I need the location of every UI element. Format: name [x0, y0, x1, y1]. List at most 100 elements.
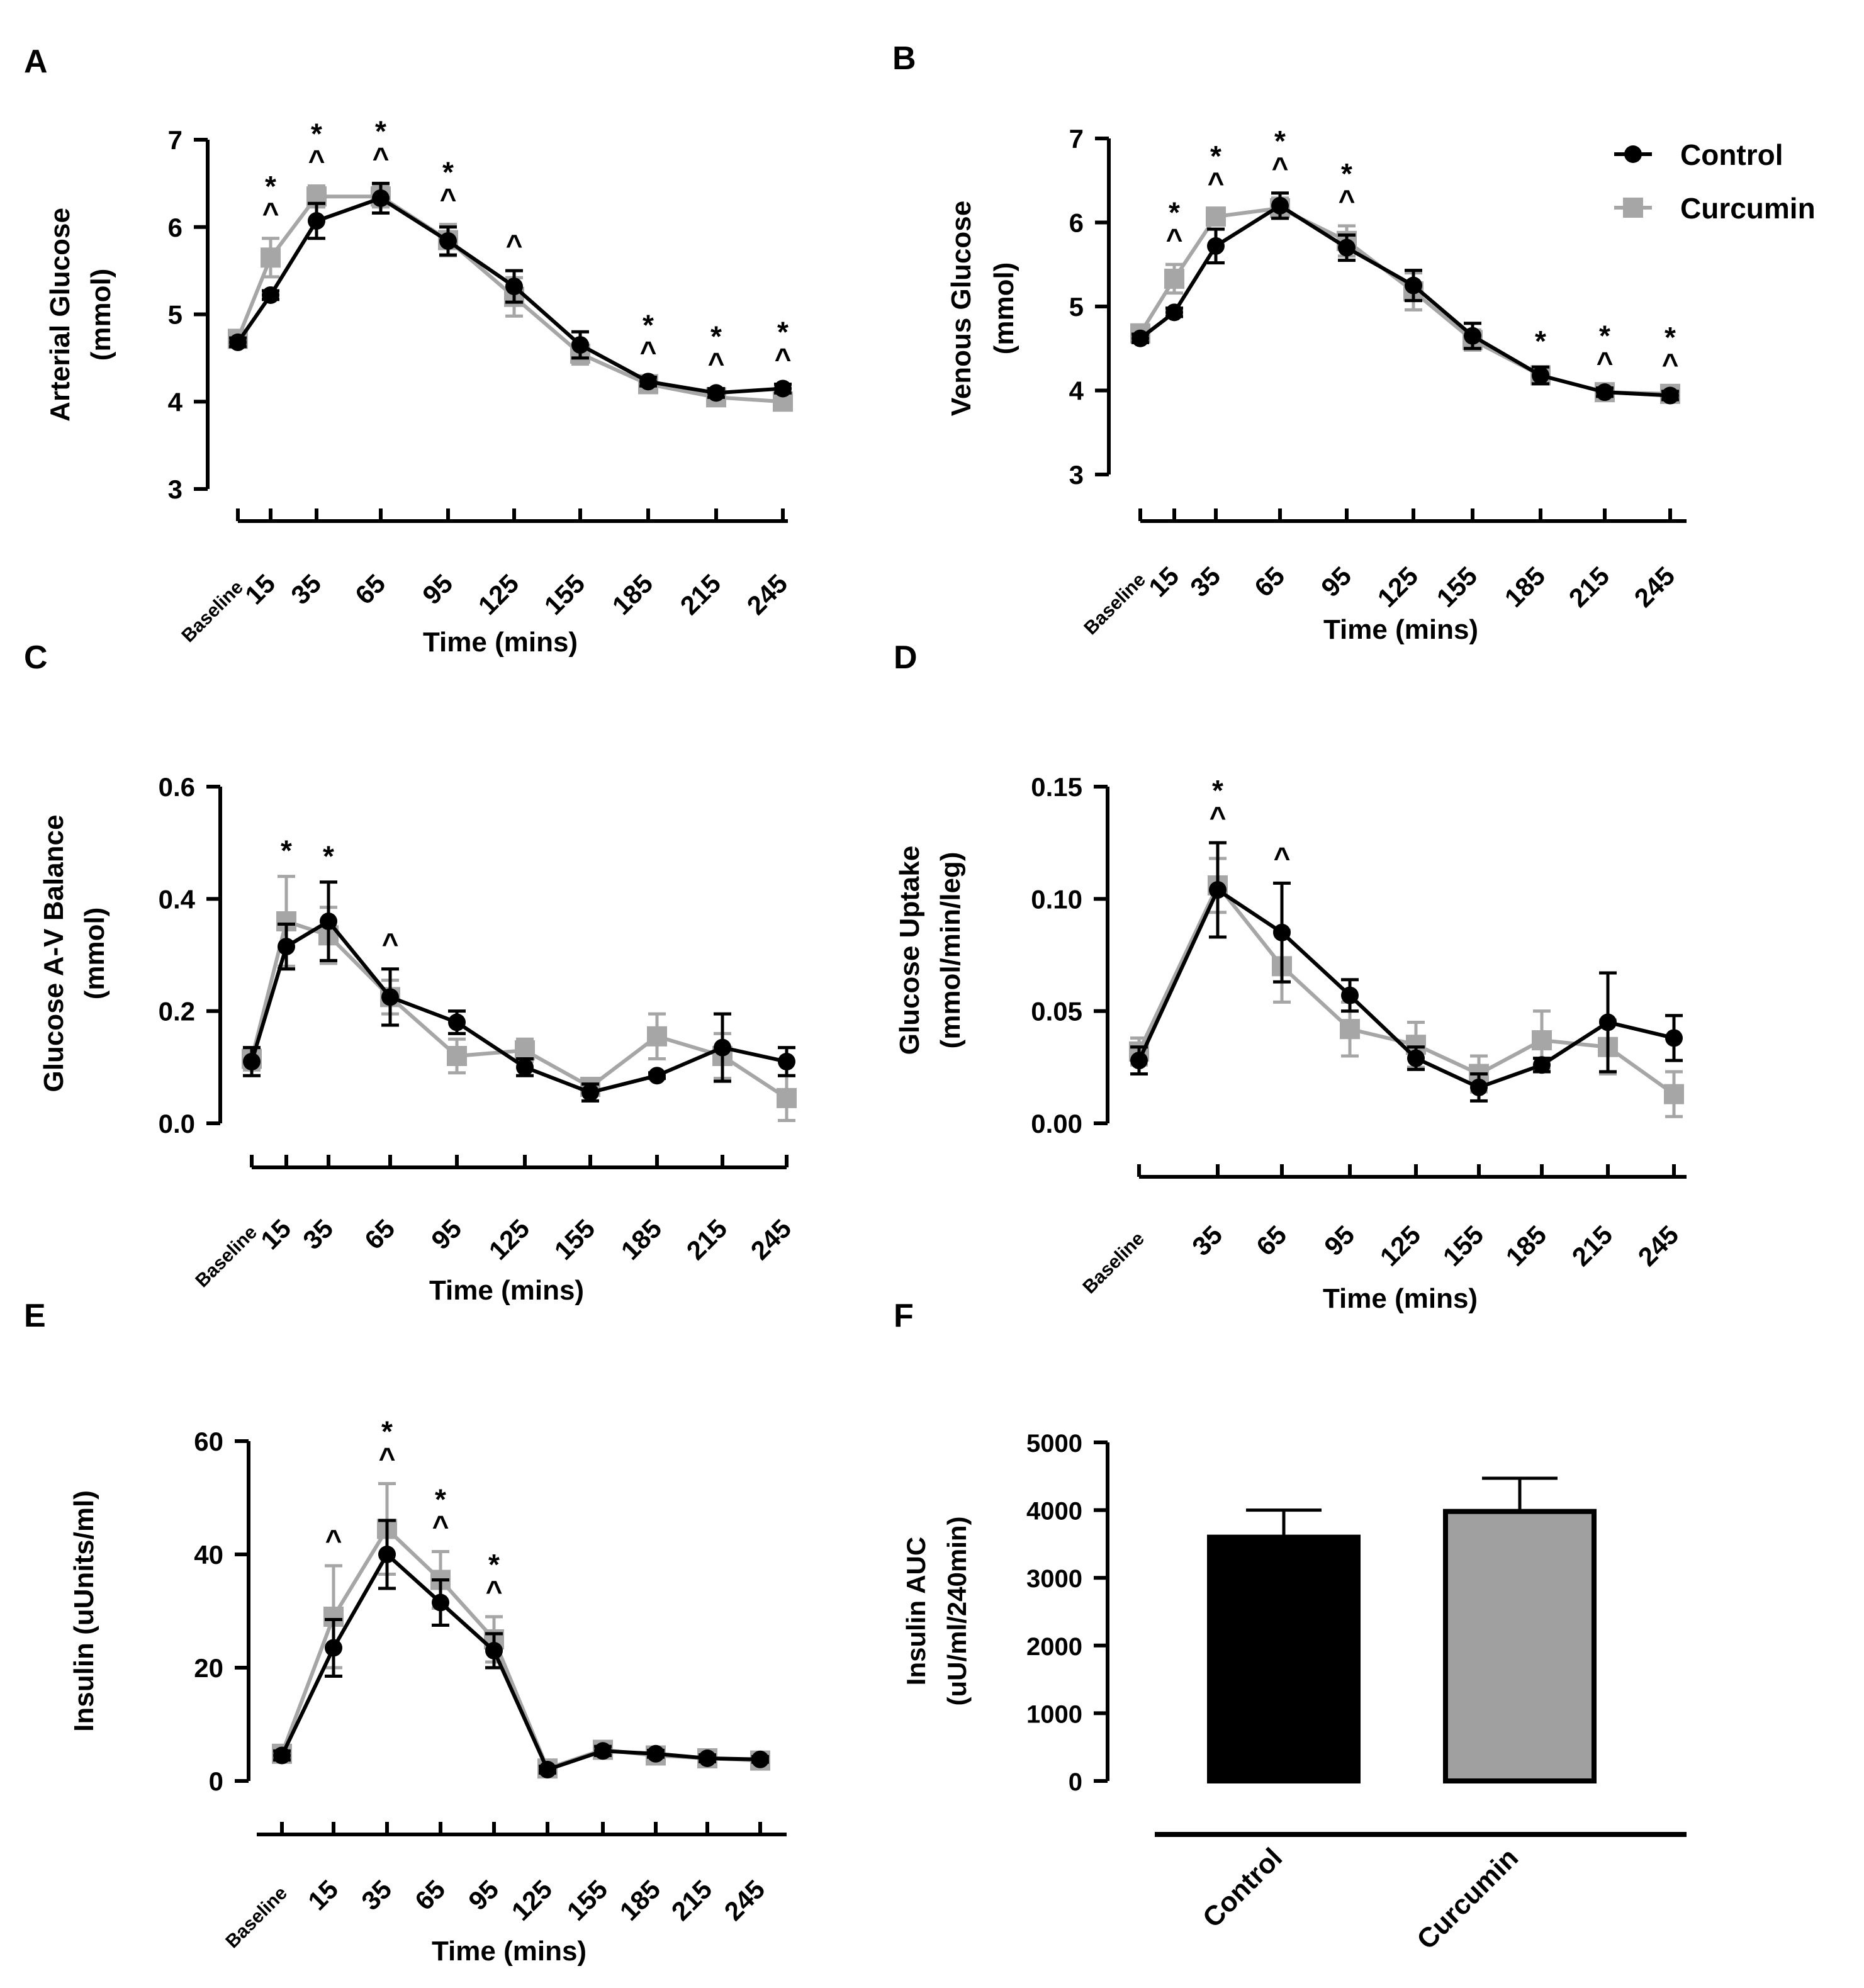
- y-tick-label: 4: [1069, 376, 1084, 406]
- y-tick-label: 0.00: [1031, 1109, 1082, 1138]
- x-tick-label: Baseline: [222, 1883, 291, 1953]
- y-tick-label: 4: [168, 387, 183, 417]
- control-point: [778, 1052, 795, 1070]
- significance-mark: ^: [432, 1510, 449, 1542]
- x-tick-label: 245: [719, 1874, 771, 1926]
- panel-d: D 0.00 0.05 0.10 0.15 Glucose Uptake (mmol/min…: [894, 639, 1687, 1314]
- control-point: [1165, 303, 1183, 322]
- significance-mark: *: [1341, 157, 1352, 190]
- curcumin-series-line: [280, 1525, 761, 1771]
- control-point: [1599, 1013, 1617, 1031]
- y-axis-label: (mmol): [79, 907, 110, 1000]
- x-tick-label: 125: [483, 1213, 536, 1266]
- y-axis-label: Glucose A-V Balance: [38, 815, 69, 1092]
- y-tick-label: 0.15: [1031, 772, 1082, 802]
- significance-mark: *: [1212, 774, 1223, 807]
- panel-letter: A: [24, 43, 48, 80]
- control-point: [774, 379, 792, 398]
- x-tick-label: 65: [409, 1874, 451, 1916]
- x-tick-label: 155: [1431, 561, 1483, 613]
- significance-mark: *: [375, 115, 386, 147]
- significance-mark: ^: [325, 1524, 342, 1556]
- y-axis-label: (mmol/min/leg): [935, 852, 966, 1049]
- x-tick-label: 95: [425, 1213, 467, 1255]
- control-point: [262, 286, 279, 304]
- x-tick-label: 95: [463, 1874, 504, 1916]
- curcumin-point: [1164, 268, 1184, 289]
- significance-mark: *: [281, 834, 292, 867]
- y-tick-label: 0.6: [159, 772, 195, 802]
- significance-mark: *: [265, 170, 276, 203]
- significance-mark: *: [323, 840, 334, 873]
- control-point: [1470, 1078, 1488, 1096]
- curcumin-point: [777, 1087, 797, 1108]
- x-tick-label: 95: [1318, 1220, 1360, 1261]
- x-axis-label: Time (mins): [429, 1275, 584, 1306]
- significance-mark: ^: [1597, 345, 1614, 378]
- control-point: [485, 1642, 503, 1659]
- x-tick-label: 215: [675, 568, 727, 621]
- control-point: [1341, 986, 1359, 1004]
- y-tick-label: 0.10: [1031, 884, 1082, 914]
- control-point: [273, 1746, 291, 1765]
- y-axis-label: (uU/ml/240min): [942, 1516, 972, 1705]
- y-tick-label: 7: [1069, 124, 1084, 154]
- x-tick-label: Baseline: [1079, 1228, 1148, 1298]
- x-tick-label: 215: [1566, 1220, 1619, 1272]
- significance-mark: *: [710, 320, 722, 352]
- y-tick-label: 20: [194, 1653, 223, 1683]
- x-tick-label: 185: [1499, 561, 1551, 613]
- y-tick-label: 0: [1069, 1768, 1082, 1796]
- control-point: [448, 1013, 466, 1031]
- x-tick-label: 15: [302, 1874, 344, 1916]
- x-tick-label: 185: [614, 1874, 666, 1926]
- y-tick-label: 40: [194, 1540, 223, 1570]
- panel-e: E 0 20 40 60 Insulin (uUnits/ml) Baseline 15 35 6…: [24, 1298, 787, 1967]
- x-axis-label: Time (mins): [1323, 1283, 1478, 1314]
- x-tick-label: 65: [349, 568, 391, 610]
- x-tick-label: Baseline: [191, 1222, 261, 1292]
- control-point: [539, 1761, 556, 1778]
- curcumin-point: [261, 247, 281, 268]
- significance-mark: ^: [486, 1575, 503, 1607]
- control-point: [1405, 276, 1422, 295]
- y-tick-label: 6: [168, 213, 182, 242]
- significance-mark: *: [1665, 321, 1676, 354]
- control-point: [1533, 1056, 1551, 1074]
- control-point: [639, 373, 657, 391]
- x-tick-label: 35: [1184, 561, 1226, 602]
- significance-mark: *: [1274, 125, 1286, 157]
- significance-mark: ^: [1272, 151, 1289, 184]
- x-tick-label: 245: [741, 568, 794, 621]
- y-tick-label: 5: [1069, 292, 1084, 322]
- control-point: [1407, 1049, 1425, 1067]
- x-tick-label: Baseline: [177, 577, 247, 647]
- control-point: [699, 1749, 716, 1767]
- control-point: [308, 212, 325, 230]
- control-point: [381, 988, 399, 1006]
- y-tick-label: 5: [168, 300, 182, 330]
- legend-curcumin-label: Curcumin: [1680, 192, 1816, 225]
- panel-letter: C: [24, 639, 48, 676]
- significance-mark: ^: [1166, 222, 1183, 255]
- control-point: [1464, 327, 1481, 345]
- control-point: [714, 1038, 731, 1057]
- y-tick-label: 4000: [1026, 1498, 1082, 1525]
- panel-c: C 0.0 0.2 0.4 0.6 Glucose A-V Balance (mmol) Ba…: [24, 639, 797, 1306]
- control-point: [1207, 237, 1225, 255]
- control-point: [1338, 239, 1356, 257]
- panel-letter: F: [894, 1298, 914, 1334]
- x-tick-label: 215: [1563, 561, 1615, 613]
- control-point: [320, 913, 337, 930]
- panel-letter: B: [892, 40, 916, 77]
- x-tick-label: 35: [356, 1874, 397, 1916]
- control-point: [1130, 1052, 1148, 1070]
- x-tick-label: Curcumin: [1411, 1842, 1524, 1955]
- significance-mark: *: [1535, 325, 1546, 357]
- control-series-line: [236, 196, 783, 395]
- significance-mark: *: [777, 316, 789, 349]
- control-point: [243, 1052, 261, 1070]
- curcumin-point: [647, 1026, 667, 1047]
- y-tick-label: 7: [168, 125, 182, 155]
